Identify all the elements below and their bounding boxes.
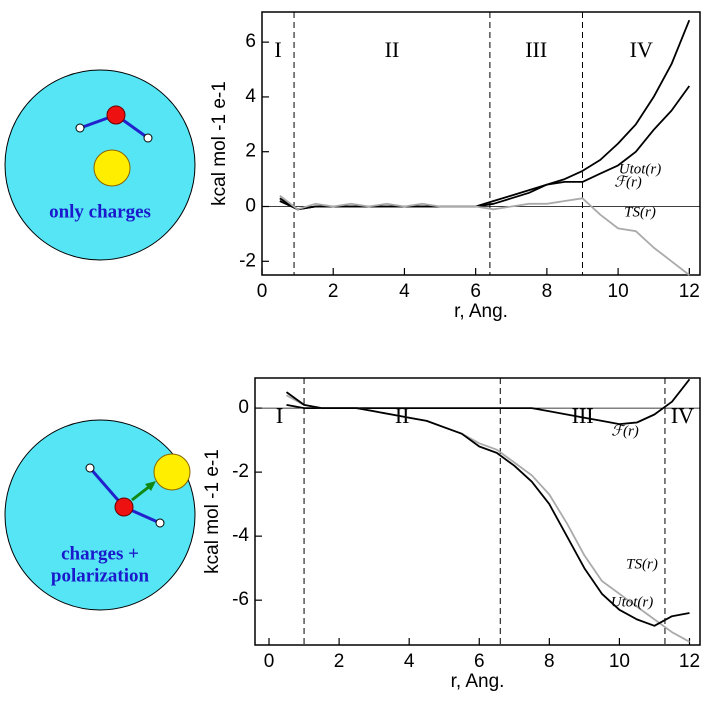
x-tick-label: 0: [264, 651, 275, 672]
hydrogen: [75, 123, 85, 133]
x-tick-label: 12: [679, 281, 700, 302]
oxygen: [114, 497, 134, 517]
ion: [93, 149, 131, 187]
x-tick-label: 10: [609, 651, 630, 672]
region-label: III: [525, 37, 547, 62]
oxygen: [106, 105, 126, 125]
y-tick-label: 0: [238, 397, 249, 418]
series-label: Utot(r): [611, 594, 654, 610]
arrow-head: [145, 481, 156, 491]
y-tick-label: 4: [245, 86, 256, 107]
series-label: ℱ(r): [611, 423, 639, 439]
y-tick-label: 2: [245, 141, 256, 162]
x-tick-label: 8: [542, 281, 553, 302]
x-tick-label: 4: [399, 281, 410, 302]
inset-label: only charges: [49, 201, 151, 222]
inset-top: only charges: [4, 69, 196, 261]
hydrogen: [143, 133, 153, 143]
y-tick-label: -2: [232, 461, 249, 482]
inset-label: charges +: [61, 543, 139, 564]
series-line: [279, 194, 690, 276]
hydrogen: [85, 463, 95, 473]
dipole-arrow: [131, 484, 151, 502]
y-tick-label: -4: [232, 525, 249, 546]
region-label: II: [385, 37, 400, 62]
inset-label: polarization: [51, 565, 150, 586]
y-tick-label: -2: [239, 250, 256, 271]
region-label: IV: [671, 403, 694, 428]
y-tick-label: 0: [245, 196, 256, 217]
series-label: TS(r): [626, 556, 658, 572]
x-tick-label: 6: [474, 651, 485, 672]
plot-frame: [261, 11, 701, 276]
series-line: [285, 391, 690, 627]
y-axis-label: kcal mol -1 e-1: [202, 449, 223, 574]
region-label: III: [572, 403, 594, 428]
series-label: TS(r): [624, 204, 656, 220]
y-axis-label: kcal mol -1 e-1: [209, 81, 230, 206]
x-tick-label: 10: [608, 281, 629, 302]
x-axis-label: r, Ang.: [454, 301, 508, 322]
region-label: I: [276, 403, 283, 428]
hydrogen: [155, 518, 165, 528]
x-tick-label: 12: [679, 651, 700, 672]
series-line: [279, 85, 691, 211]
series-line: [286, 378, 691, 425]
y-tick-label: -6: [232, 589, 249, 610]
x-axis-label: r, Ang.: [451, 671, 505, 692]
plot-frame: [254, 377, 701, 646]
x-tick-label: 8: [544, 651, 555, 672]
cavity: [4, 419, 196, 611]
x-tick-label: 2: [328, 281, 339, 302]
ion: [153, 453, 191, 491]
x-tick-label: 0: [257, 281, 268, 302]
x-tick-label: 6: [470, 281, 481, 302]
series-label: ℱ(r): [614, 174, 642, 190]
region-label: IV: [630, 37, 653, 62]
region-label: I: [274, 37, 281, 62]
x-tick-label: 4: [404, 651, 415, 672]
x-tick-label: 2: [334, 651, 345, 672]
y-tick-label: 6: [245, 31, 256, 52]
series-label: Utot(r): [619, 161, 662, 177]
inset-bottom: charges + polarization: [4, 419, 196, 611]
